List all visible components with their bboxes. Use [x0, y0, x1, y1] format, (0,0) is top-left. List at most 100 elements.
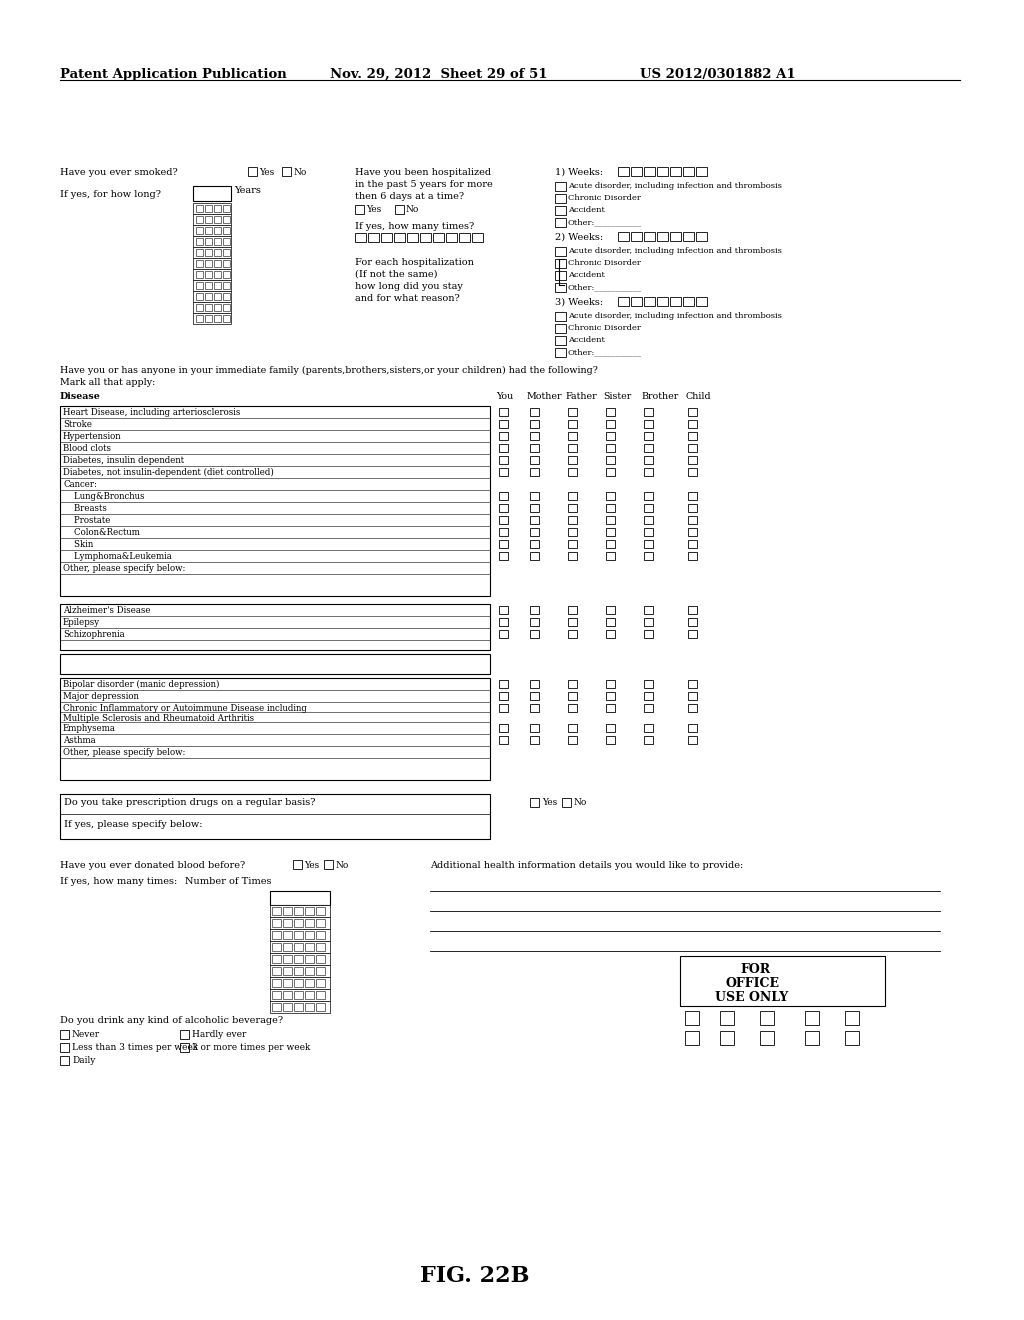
Bar: [272, 954, 281, 964]
Bar: [644, 455, 653, 465]
Bar: [499, 455, 508, 465]
Bar: [270, 965, 330, 977]
Bar: [568, 618, 577, 626]
Bar: [294, 954, 303, 964]
Text: Emphysema: Emphysema: [63, 723, 116, 733]
Bar: [193, 247, 231, 257]
Bar: [214, 260, 221, 267]
Bar: [696, 232, 707, 242]
Bar: [644, 444, 653, 451]
Bar: [294, 931, 303, 939]
Bar: [568, 540, 577, 548]
Text: Brother: Brother: [641, 392, 678, 401]
Bar: [272, 942, 281, 950]
Bar: [193, 224, 231, 236]
Bar: [60, 795, 490, 840]
Bar: [294, 942, 303, 950]
Bar: [368, 234, 379, 242]
Bar: [459, 234, 470, 242]
Bar: [644, 516, 653, 524]
Bar: [214, 205, 221, 213]
Bar: [196, 249, 203, 256]
Bar: [499, 606, 508, 614]
Bar: [270, 929, 330, 941]
Bar: [555, 282, 566, 292]
Bar: [305, 942, 314, 950]
Bar: [272, 931, 281, 939]
Bar: [606, 444, 615, 451]
Bar: [283, 942, 292, 950]
Bar: [530, 680, 539, 688]
Bar: [606, 408, 615, 416]
Bar: [283, 979, 292, 987]
Bar: [680, 956, 885, 1006]
Text: Other:___________: Other:___________: [568, 282, 642, 290]
Bar: [530, 540, 539, 548]
Bar: [499, 680, 508, 688]
Bar: [316, 907, 325, 915]
Bar: [644, 630, 653, 638]
Bar: [530, 455, 539, 465]
Bar: [845, 1031, 859, 1045]
Bar: [555, 218, 566, 227]
Bar: [205, 260, 212, 267]
Text: Chronic Disorder: Chronic Disorder: [568, 194, 641, 202]
Text: You: You: [496, 392, 513, 401]
Bar: [530, 516, 539, 524]
Text: For each hospitalization: For each hospitalization: [355, 257, 474, 267]
Bar: [644, 680, 653, 688]
Bar: [568, 737, 577, 744]
Bar: [499, 618, 508, 626]
Bar: [270, 906, 330, 917]
Bar: [530, 492, 539, 500]
Bar: [205, 216, 212, 223]
Bar: [180, 1030, 189, 1039]
Bar: [223, 249, 230, 256]
Bar: [283, 968, 292, 975]
Bar: [355, 205, 364, 214]
Text: No: No: [335, 861, 348, 870]
Bar: [720, 1031, 734, 1045]
Bar: [606, 504, 615, 512]
Bar: [316, 954, 325, 964]
Bar: [644, 420, 653, 428]
Bar: [644, 492, 653, 500]
Text: No: No: [293, 168, 306, 177]
Text: Chronic Inflammatory or Autoimmune Disease including: Chronic Inflammatory or Autoimmune Disea…: [63, 704, 307, 713]
Bar: [196, 293, 203, 300]
Bar: [433, 234, 444, 242]
Bar: [499, 420, 508, 428]
Text: Major depression: Major depression: [63, 692, 139, 701]
Bar: [530, 704, 539, 711]
Bar: [555, 194, 566, 203]
Bar: [223, 282, 230, 289]
Bar: [499, 692, 508, 700]
Bar: [193, 290, 231, 302]
Bar: [688, 408, 697, 416]
Text: If yes, for how long?: If yes, for how long?: [60, 190, 161, 199]
Bar: [845, 1011, 859, 1026]
Bar: [272, 979, 281, 987]
Bar: [568, 630, 577, 638]
Bar: [499, 704, 508, 711]
Text: Prostate: Prostate: [63, 516, 111, 525]
Bar: [472, 234, 483, 242]
Bar: [499, 723, 508, 733]
Bar: [606, 492, 615, 500]
Text: Alzheimer's Disease: Alzheimer's Disease: [63, 606, 151, 615]
Text: Sister: Sister: [603, 392, 631, 401]
Bar: [499, 528, 508, 536]
Bar: [196, 282, 203, 289]
Bar: [530, 408, 539, 416]
Bar: [205, 304, 212, 312]
Bar: [644, 168, 655, 176]
Text: (If not the same): (If not the same): [355, 271, 437, 279]
Text: Heart Disease, including arteriosclerosis: Heart Disease, including arteriosclerosi…: [63, 408, 241, 417]
Text: Nov. 29, 2012  Sheet 29 of 51: Nov. 29, 2012 Sheet 29 of 51: [330, 69, 548, 81]
Bar: [688, 420, 697, 428]
Bar: [180, 1043, 189, 1052]
Bar: [499, 540, 508, 548]
Bar: [193, 269, 231, 280]
Bar: [644, 528, 653, 536]
Text: FIG. 22B: FIG. 22B: [420, 1265, 529, 1287]
